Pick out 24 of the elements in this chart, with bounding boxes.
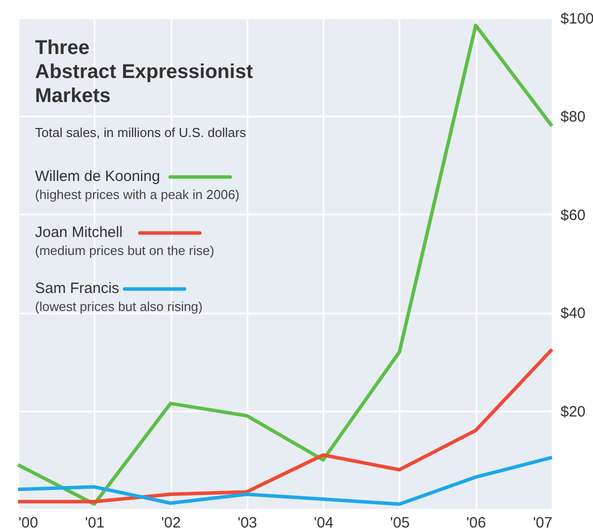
y-tick-label: $40 [560, 305, 586, 322]
line-series [16, 24, 554, 506]
legend-label: Willem de Kooning [35, 168, 160, 185]
y-tick-label: $100 [560, 10, 593, 28]
legend-label: Joan Mitchell [35, 224, 123, 241]
annotation: (lowest prices but also rising) [35, 299, 203, 314]
line-series [16, 456, 554, 506]
y-tick-label: $80 [560, 108, 586, 126]
text: Total sales, in millions of U.S. dollars [35, 125, 246, 140]
text: Three Abstract Expressionist Markets [35, 37, 254, 107]
x-tick-label: '04 [314, 514, 334, 529]
annotation: (medium prices but on the rise) [35, 243, 214, 258]
x-tick-label: '01 [85, 514, 105, 529]
y-tick-label: $20 [560, 403, 586, 420]
annotation: (highest prices with a peak in 2006) [35, 187, 240, 202]
line-series [16, 348, 554, 504]
x-tick-label: '02 [161, 514, 181, 529]
x-tick-label: '03 [238, 514, 258, 529]
x-tick-label: '00 [18, 514, 38, 529]
x-tick-label: '07 [532, 514, 552, 529]
legend-label: Sam Francis [35, 280, 120, 297]
x-tick-label: '05 [390, 514, 410, 529]
y-tick-label: $60 [560, 206, 586, 224]
x-tick-label: '06 [466, 514, 486, 529]
